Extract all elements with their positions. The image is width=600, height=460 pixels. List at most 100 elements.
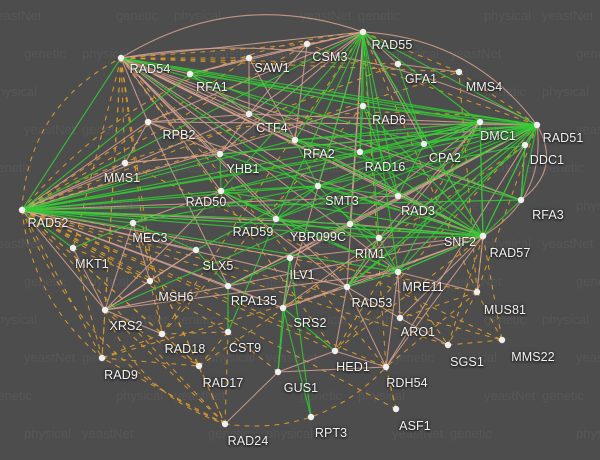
node-dot-rad52[interactable] xyxy=(18,206,26,214)
edge-genetic xyxy=(21,209,449,346)
edge-genetic xyxy=(101,309,106,359)
edge-genetic xyxy=(161,331,229,335)
node-dot-smt3[interactable] xyxy=(314,182,322,190)
edge-physical xyxy=(21,209,284,309)
node-dot-rad51[interactable] xyxy=(533,121,541,129)
node-dot-rim1[interactable] xyxy=(375,234,383,242)
node-dot-saw1[interactable] xyxy=(245,54,253,62)
edge-physical xyxy=(124,121,149,164)
edge-yeastnet xyxy=(349,223,380,239)
node-dot-xrs2[interactable] xyxy=(101,306,109,314)
node-dot-rfa2[interactable] xyxy=(291,136,299,144)
edge-physical xyxy=(132,222,151,282)
node-dot-gus1[interactable] xyxy=(274,368,282,376)
node-dot-ybr099c[interactable] xyxy=(346,220,354,228)
node-dot-rad17[interactable] xyxy=(195,362,203,370)
node-dot-mms4[interactable] xyxy=(455,68,463,76)
edge-genetic xyxy=(120,57,460,73)
edge-yeastnet xyxy=(359,151,399,197)
node-dot-ilv1[interactable] xyxy=(286,254,294,262)
node-dot-rdh54[interactable] xyxy=(382,363,390,371)
node-dot-rfa1[interactable] xyxy=(186,70,194,78)
edge-physical xyxy=(72,247,106,311)
node-dot-dmc1[interactable] xyxy=(476,118,484,126)
node-dot-hed1[interactable] xyxy=(331,347,339,355)
edge-yeastnet xyxy=(21,209,380,239)
node-dot-rpa135[interactable] xyxy=(224,282,232,290)
node-dot-rad55[interactable] xyxy=(359,28,367,36)
node-dot-rad6[interactable] xyxy=(359,102,367,110)
node-dot-cpa2[interactable] xyxy=(420,140,428,148)
node-dot-rpb2[interactable] xyxy=(144,118,152,126)
node-dot-gfa1[interactable] xyxy=(394,60,402,68)
node-dot-ddc1[interactable] xyxy=(521,141,529,149)
node-dot-mkt1[interactable] xyxy=(69,244,77,252)
node-dot-mms1[interactable] xyxy=(121,159,129,167)
edge-yeastnet xyxy=(120,57,538,126)
edge-yeastnet xyxy=(275,218,380,239)
edge-yeastnet xyxy=(21,57,122,211)
node-dot-rad18[interactable] xyxy=(158,330,166,338)
edge-genetic xyxy=(120,57,151,282)
node-dot-rpt3[interactable] xyxy=(307,413,315,421)
edge-yeastnet xyxy=(362,31,538,126)
edge-yeastnet xyxy=(21,209,277,220)
edge-yeastnet xyxy=(195,185,319,251)
node-dot-mus81[interactable] xyxy=(473,288,481,296)
node-dot-msh6[interactable] xyxy=(146,277,154,285)
edge-yeastnet xyxy=(359,31,364,153)
edge-physical xyxy=(147,31,364,123)
edge-yeastnet xyxy=(21,121,481,211)
node-dot-rad59[interactable] xyxy=(272,215,280,223)
edge-yeastnet xyxy=(21,73,191,211)
edge-physical xyxy=(346,286,401,319)
node-dot-rad53[interactable] xyxy=(343,283,351,291)
node-dot-rad54[interactable] xyxy=(117,54,125,62)
node-dot-rad24[interactable] xyxy=(221,420,229,428)
node-dot-srs2[interactable] xyxy=(279,304,287,312)
node-dot-rad3[interactable] xyxy=(394,192,402,200)
node-dot-asf1[interactable] xyxy=(392,405,400,413)
edge-physical xyxy=(227,235,484,287)
node-dot-csm3[interactable] xyxy=(303,40,311,48)
edge-genetic xyxy=(385,366,397,410)
edge-physical xyxy=(120,57,399,273)
node-dot-rad57[interactable] xyxy=(479,232,487,240)
edge-yeastnet xyxy=(359,121,481,153)
node-dot-mre11[interactable] xyxy=(394,268,402,276)
edge-physical xyxy=(104,271,399,311)
edge-genetic xyxy=(399,291,478,319)
node-dot-mec3[interactable] xyxy=(129,219,137,227)
node-dot-rad9[interactable] xyxy=(98,354,106,362)
edge-genetic xyxy=(120,57,126,164)
node-dot-rad50[interactable] xyxy=(217,187,225,195)
node-dot-rad16[interactable] xyxy=(356,148,364,156)
node-dot-slx5[interactable] xyxy=(192,246,200,254)
node-dot-aro1[interactable] xyxy=(396,314,404,322)
node-dot-rfa3[interactable] xyxy=(517,196,525,204)
node-dot-sgs1[interactable] xyxy=(444,341,452,349)
edge-physical xyxy=(346,286,387,368)
node-dot-cst9[interactable] xyxy=(224,328,232,336)
edge-physical xyxy=(294,43,308,141)
edge-yeastnet xyxy=(294,124,538,141)
edge-yeastnet xyxy=(72,222,134,249)
edge-physical xyxy=(334,286,348,352)
node-dot-ctf4[interactable] xyxy=(245,110,253,118)
edge-yeastnet xyxy=(362,105,399,197)
edge-yeastnet xyxy=(275,185,319,220)
edge-yeastnet xyxy=(482,199,522,237)
edge-yeastnet xyxy=(195,249,229,287)
edge-physical xyxy=(219,113,250,155)
edge-genetic xyxy=(482,235,503,341)
edge-physical xyxy=(248,31,364,115)
edge-yeastnet xyxy=(378,235,484,239)
edge-yeastnet xyxy=(346,237,380,288)
node-dot-mms22[interactable] xyxy=(498,336,506,344)
edge-physical xyxy=(520,124,548,201)
edge-yeastnet xyxy=(21,151,361,211)
edge-physical xyxy=(220,190,348,288)
node-dot-yhb1[interactable] xyxy=(216,150,224,158)
edge-yeastnet xyxy=(317,185,399,197)
